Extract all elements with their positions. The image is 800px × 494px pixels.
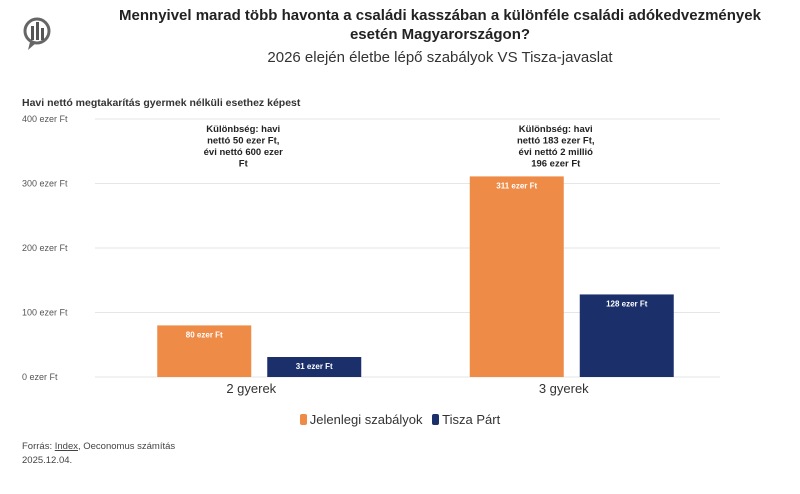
x-tick-label: 3 gyerek bbox=[539, 381, 589, 396]
y-tick-label: 300 ezer Ft bbox=[22, 179, 68, 189]
source-prefix: Forrás: bbox=[22, 441, 55, 452]
y-tick-label: 200 ezer Ft bbox=[22, 243, 68, 253]
source-suffix: , Oeconomus számítás bbox=[77, 441, 176, 452]
legend-item-jelenlegi[interactable]: Jelenlegi szabályok bbox=[299, 412, 423, 427]
bar-tisza bbox=[579, 294, 674, 377]
title-line-1: Mennyivel marad több havonta a családi k… bbox=[119, 7, 761, 24]
bar-jelenlegi bbox=[157, 325, 252, 377]
y-axis-title: Havi nettó megtakarítás gyermek nélküli … bbox=[22, 97, 301, 109]
legend-swatch bbox=[432, 414, 440, 425]
bar-tisza bbox=[267, 357, 362, 377]
chart-header: Mennyivel marad több havonta a családi k… bbox=[95, 6, 785, 67]
source-link-index[interactable]: Index bbox=[54, 441, 78, 452]
bar-jelenlegi bbox=[469, 176, 564, 377]
data-label: 311 ezer Ft bbox=[496, 181, 537, 190]
chart-title: Mennyivel marad több havonta a családi k… bbox=[95, 6, 785, 44]
source-note: Forrás: Index, Oeconomus számítás 2025.1… bbox=[22, 440, 175, 468]
legend: Jelenlegi szabályok Tisza Párt bbox=[0, 412, 800, 427]
x-tick-label: 2 gyerek bbox=[226, 381, 276, 396]
title-line-2: esetén Magyarországon? bbox=[349, 26, 531, 43]
annotation-line: 196 ezer Ft bbox=[531, 159, 581, 170]
annotation-line: nettó 50 ezer Ft, bbox=[207, 136, 279, 147]
annotation-line: évi nettó 600 ezer bbox=[204, 147, 284, 158]
y-tick-label: 400 ezer Ft bbox=[22, 114, 68, 124]
annotation-line: Ft bbox=[239, 159, 249, 170]
annotation-line: nettó 183 ezer Ft, bbox=[517, 136, 595, 147]
legend-item-tisza[interactable]: Tisza Párt bbox=[432, 412, 500, 427]
data-label: 80 ezer Ft bbox=[186, 330, 223, 339]
data-label: 31 ezer Ft bbox=[296, 362, 333, 371]
oeconomus-logo bbox=[22, 14, 92, 54]
logo-icon bbox=[23, 17, 51, 50]
annotation-line: Különbség: havi bbox=[519, 124, 593, 135]
chart-subtitle: 2026 elején életbe lépő szabályok VS Tis… bbox=[267, 49, 613, 66]
source-date: 2025.12.04. bbox=[22, 455, 73, 466]
y-tick-label: 0 ezer Ft bbox=[22, 372, 58, 382]
legend-label: Tisza Párt bbox=[442, 412, 501, 427]
y-tick-label: 100 ezer Ft bbox=[22, 308, 68, 318]
legend-swatch bbox=[299, 414, 307, 425]
legend-label: Jelenlegi szabályok bbox=[309, 412, 423, 427]
annotation-line: Különbség: havi bbox=[206, 124, 280, 135]
annotation-line: évi nettó 2 millió bbox=[519, 147, 594, 158]
data-label: 128 ezer Ft bbox=[606, 299, 648, 308]
